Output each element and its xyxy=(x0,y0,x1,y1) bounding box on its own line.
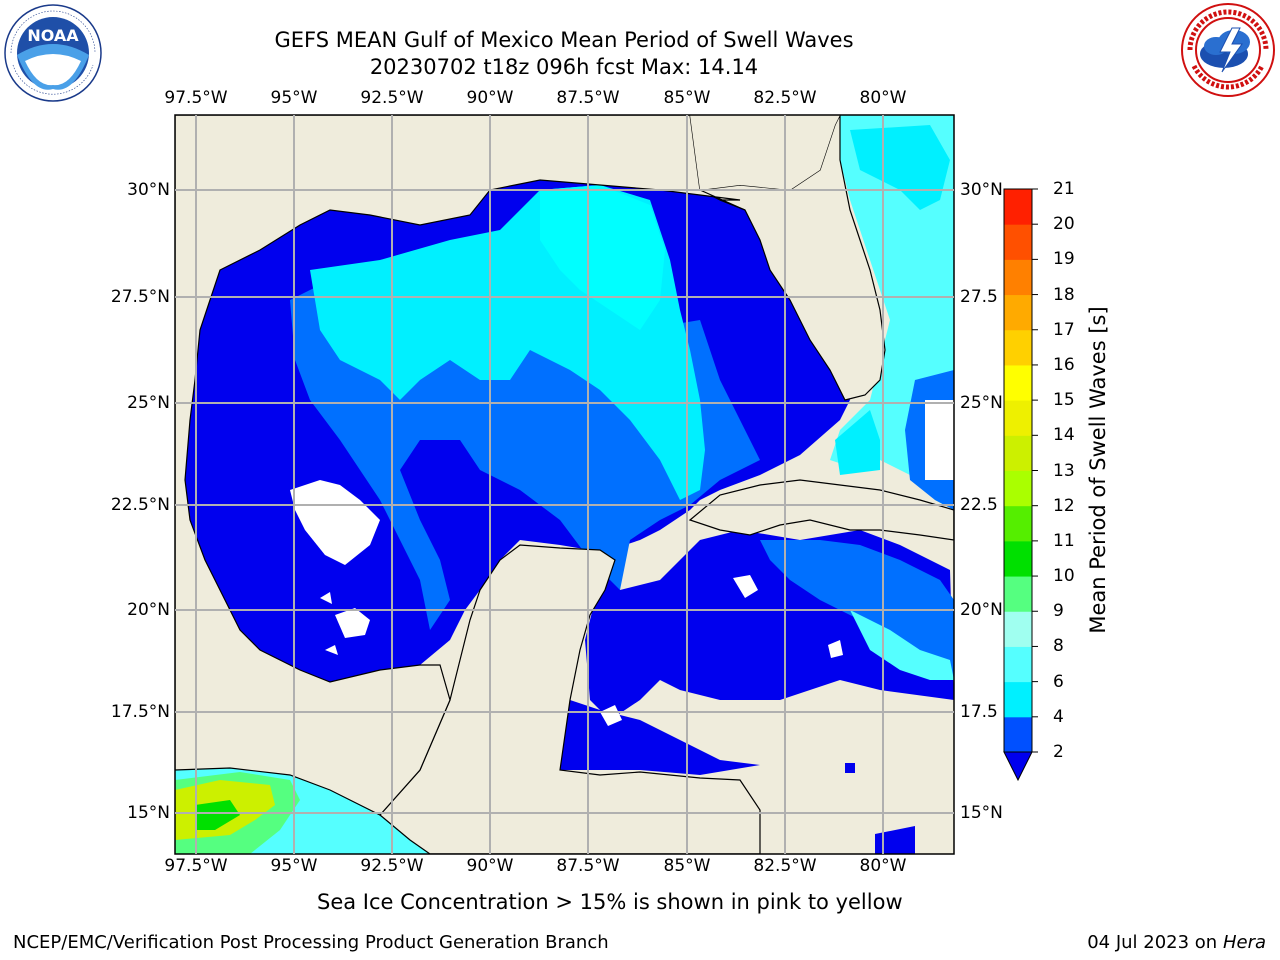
graticule xyxy=(175,115,954,854)
colorbar-segment xyxy=(1004,400,1032,436)
latitude-label: 30°N xyxy=(960,180,1003,200)
colorbar-segment xyxy=(1004,294,1032,331)
colorbar-segment xyxy=(1004,224,1032,260)
map-frame xyxy=(174,114,955,855)
gulf-swell-field xyxy=(185,180,954,775)
colorbar-tick-label: 17 xyxy=(1053,319,1075,340)
latitude-label: 15°N xyxy=(127,803,170,823)
latitude-label: 17.5°N xyxy=(110,702,170,722)
longitude-label: 87.5°W xyxy=(556,88,620,108)
chart-title: GEFS MEAN Gulf of Mexico Mean Period of … xyxy=(274,28,854,52)
colorbar-tick-label: 12 xyxy=(1053,495,1075,516)
footer-date: 04 Jul 2023 on Hera xyxy=(1087,932,1266,953)
latitude-label: 25°N xyxy=(960,393,1003,413)
latitude-label: 22.5°N xyxy=(110,495,170,515)
colorbar-tick-label: 8 xyxy=(1053,636,1064,657)
sea-ice-caption: Sea Ice Concentration > 15% is shown in … xyxy=(317,890,903,914)
colorbar-segment xyxy=(1004,540,1032,577)
latitude-label: 20°N xyxy=(127,600,170,620)
colorbar-tick-label: 9 xyxy=(1053,601,1064,622)
colorbar-segment xyxy=(1004,435,1032,471)
longitude-label: 92.5°W xyxy=(360,856,424,876)
colorbar-segment xyxy=(1004,364,1032,401)
colorbar-tick-label: 14 xyxy=(1053,425,1075,446)
svg-text:NOAA: NOAA xyxy=(27,26,79,45)
latitude-label: 27.5 xyxy=(960,287,998,307)
colorbar-segment xyxy=(1004,716,1032,753)
longitude-label: 80°W xyxy=(859,856,907,876)
colorbar-tick-label: 2 xyxy=(1053,742,1064,762)
colorbar-tick-label: 16 xyxy=(1053,354,1075,375)
atlantic-swell-field xyxy=(830,115,954,854)
footer-date-text: 04 Jul 2023 on xyxy=(1087,932,1223,953)
colorbar-segment xyxy=(1004,681,1032,718)
latitude-label: 25°N xyxy=(127,393,170,413)
national-weather-service-logo xyxy=(1181,3,1275,97)
colorbar-segment xyxy=(1004,611,1032,647)
colorbar-segment xyxy=(1004,189,1032,225)
colorbar-under-arrow xyxy=(1003,751,1033,782)
longitude-label: 97.5°W xyxy=(164,88,228,108)
latitude-label: 17.5 xyxy=(960,702,998,722)
colorbar-segment xyxy=(1004,505,1032,542)
longitude-label: 82.5°W xyxy=(753,856,817,876)
colorbar-label: Mean Period of Swell Waves [s] xyxy=(1086,306,1110,634)
colorbar-tick-label: 20 xyxy=(1053,214,1075,235)
latitude-label: 22.5 xyxy=(960,495,998,515)
longitude-label: 87.5°W xyxy=(556,856,620,876)
longitude-label: 85°W xyxy=(663,856,711,876)
longitude-label: 82.5°W xyxy=(753,88,817,108)
chart-subtitle: 20230702 t18z 096h fcst Max: 14.14 xyxy=(369,55,759,79)
latitude-label: 30°N xyxy=(127,180,170,200)
longitude-label: 90°W xyxy=(466,856,514,876)
colorbar-tick-label: 18 xyxy=(1053,284,1075,305)
colorbar-tick-label: 21 xyxy=(1053,179,1075,199)
colorbar-tick-label: 15 xyxy=(1053,390,1075,411)
longitude-label: 97.5°W xyxy=(164,856,228,876)
longitude-label: 92.5°W xyxy=(360,88,424,108)
longitude-label: 85°W xyxy=(663,88,711,108)
latitude-label: 15°N xyxy=(960,803,1003,823)
longitude-label: 95°W xyxy=(270,88,318,108)
colorbar-tick-label: 13 xyxy=(1053,460,1075,481)
latitude-label: 27.5°N xyxy=(110,287,170,307)
longitude-label: 90°W xyxy=(466,88,514,108)
colorbar-segment xyxy=(1004,576,1032,612)
noaa-logo: NOAA xyxy=(4,4,102,102)
footer-credit: NCEP/EMC/Verification Post Processing Pr… xyxy=(13,932,609,953)
latitude-label: 20°N xyxy=(960,600,1003,620)
colorbar-segment xyxy=(1004,329,1032,366)
longitude-label: 80°W xyxy=(859,88,907,108)
colorbar xyxy=(1003,188,1038,782)
map-area xyxy=(175,115,954,854)
longitude-label: 95°W xyxy=(270,856,318,876)
colorbar-tick-label: 11 xyxy=(1053,530,1075,551)
colorbar-tick-label: 10 xyxy=(1053,566,1075,587)
colorbar-tick-label: 6 xyxy=(1053,671,1064,692)
colorbar-tick-label: 19 xyxy=(1053,249,1075,270)
footer-machine: Hera xyxy=(1222,932,1266,953)
colorbar-segment xyxy=(1004,646,1032,683)
colorbar-segment xyxy=(1004,259,1032,296)
colorbar-segment xyxy=(1004,470,1032,507)
colorbar-tick-label: 4 xyxy=(1053,706,1064,727)
